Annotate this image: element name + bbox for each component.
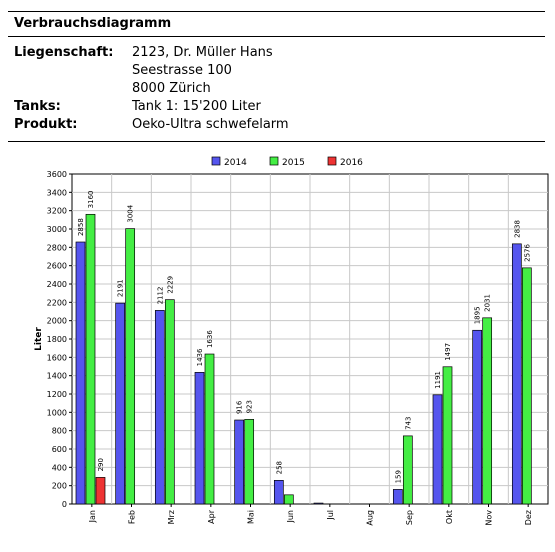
y-tick-label: 3600 bbox=[47, 170, 67, 179]
legend-swatch bbox=[269, 156, 279, 166]
top-rule bbox=[8, 11, 545, 12]
legend-label: 2014 bbox=[224, 158, 247, 168]
x-tick-label: Jul bbox=[326, 510, 335, 521]
bar bbox=[85, 213, 96, 505]
bar bbox=[273, 480, 284, 505]
data-label: 3160 bbox=[87, 191, 95, 209]
x-tick-label: Sep bbox=[405, 510, 414, 525]
bar bbox=[234, 419, 245, 505]
info-label: Tanks: bbox=[14, 99, 61, 114]
data-label: 159 bbox=[394, 470, 402, 483]
bar bbox=[442, 366, 453, 505]
bar bbox=[482, 317, 493, 505]
y-tick-label: 2600 bbox=[47, 262, 67, 271]
info-value: Seestrasse 100 bbox=[132, 63, 232, 78]
legend-swatch bbox=[327, 156, 337, 166]
x-tick-label: Jun bbox=[286, 510, 295, 524]
data-label: 3004 bbox=[127, 204, 135, 222]
bar bbox=[154, 310, 165, 505]
legend-swatch bbox=[211, 156, 221, 166]
header-bottom-rule bbox=[8, 141, 545, 142]
info-value: 8000 Zürich bbox=[132, 81, 211, 96]
property-info: Liegenschaft: 2123, Dr. Müller Hans Sees… bbox=[14, 44, 289, 134]
bar bbox=[244, 419, 255, 505]
y-tick-label: 400 bbox=[52, 463, 67, 472]
bar bbox=[402, 435, 413, 505]
y-tick-label: 800 bbox=[52, 427, 67, 436]
info-label: Liegenschaft: bbox=[14, 45, 114, 60]
bar bbox=[194, 372, 205, 505]
y-tick-label: 2200 bbox=[47, 298, 67, 307]
data-label: 916 bbox=[236, 400, 244, 414]
y-tick-label: 600 bbox=[52, 445, 67, 454]
consumption-chart: 0 200 400 600 800 1000 1200 1400 1600 1800 2000 220… bbox=[34, 156, 549, 526]
info-row-liegenschaft: Liegenschaft: 2123, Dr. Müller Hans bbox=[14, 44, 289, 62]
data-label: 2576 bbox=[523, 244, 531, 262]
bar bbox=[204, 353, 215, 505]
bar bbox=[521, 267, 532, 505]
data-label: 1497 bbox=[444, 343, 452, 361]
x-tick-label: Aug bbox=[366, 510, 375, 526]
data-label: 290 bbox=[97, 458, 105, 471]
data-label: 1895 bbox=[474, 306, 482, 324]
y-tick-label: 2000 bbox=[47, 317, 67, 326]
bar bbox=[115, 302, 126, 505]
info-value: 2123, Dr. Müller Hans bbox=[132, 45, 273, 60]
y-tick-label: 1800 bbox=[47, 335, 67, 344]
x-tick-label: Jan bbox=[88, 510, 97, 523]
y-tick-label: 1000 bbox=[47, 408, 67, 417]
bar bbox=[283, 494, 294, 505]
info-value: Tank 1: 15'200 Liter bbox=[132, 99, 261, 114]
y-tick-label: 2400 bbox=[47, 280, 67, 289]
y-tick-label: 1400 bbox=[47, 372, 67, 381]
bar bbox=[164, 299, 175, 505]
data-label: 2112 bbox=[156, 287, 164, 305]
data-label: 1436 bbox=[196, 348, 204, 366]
data-label: 2229 bbox=[166, 276, 174, 294]
x-tick-label: Nov bbox=[485, 510, 494, 526]
x-tick-label: Feb bbox=[128, 510, 137, 524]
data-label: 923 bbox=[246, 400, 254, 413]
legend-label: 2016 bbox=[340, 158, 363, 168]
info-row-city: 8000 Zürich bbox=[14, 80, 289, 98]
bar bbox=[125, 228, 136, 505]
page-title: Verbrauchsdiagramm bbox=[14, 16, 172, 31]
data-label: 1636 bbox=[206, 330, 214, 348]
data-label: 743 bbox=[404, 417, 412, 430]
legend-label: 2015 bbox=[282, 158, 305, 168]
y-tick-label: 3000 bbox=[47, 225, 67, 234]
data-label: 2191 bbox=[117, 279, 125, 297]
bar bbox=[95, 477, 106, 505]
y-tick-label: 1200 bbox=[47, 390, 67, 399]
title-rule bbox=[8, 36, 545, 37]
x-tick-label: Apr bbox=[207, 509, 216, 524]
info-value: Oeko-Ultra schwefelarm bbox=[132, 117, 289, 132]
data-label: 1191 bbox=[434, 371, 442, 389]
bar bbox=[472, 329, 483, 505]
info-label: Produkt: bbox=[14, 117, 78, 132]
y-tick-label: 0 bbox=[62, 500, 67, 509]
data-label: 258 bbox=[275, 461, 283, 474]
info-row-produkt: Produkt: Oeko-Ultra schwefelarm bbox=[14, 116, 289, 134]
info-row-address: Seestrasse 100 bbox=[14, 62, 289, 80]
x-tick-label: Okt bbox=[445, 510, 454, 524]
info-row-tanks: Tanks: Tank 1: 15'200 Liter bbox=[14, 98, 289, 116]
bar bbox=[432, 394, 443, 505]
y-tick-label: 3200 bbox=[47, 207, 67, 216]
x-tick-label: Mrz bbox=[167, 510, 176, 524]
y-axis-label: Liter bbox=[34, 327, 44, 351]
bar bbox=[511, 243, 522, 505]
y-tick-label: 2800 bbox=[47, 243, 67, 252]
bar bbox=[313, 502, 324, 505]
data-label: 2858 bbox=[77, 218, 85, 236]
x-tick-label: Mai bbox=[247, 510, 256, 524]
data-label: 2031 bbox=[484, 294, 492, 312]
y-tick-label: 3400 bbox=[47, 188, 67, 197]
bar bbox=[392, 489, 403, 505]
bar bbox=[75, 241, 86, 505]
data-label: 2838 bbox=[513, 220, 521, 238]
x-tick-label: Dez bbox=[524, 510, 533, 525]
y-tick-label: 200 bbox=[52, 482, 67, 491]
y-tick-label: 1600 bbox=[47, 353, 67, 362]
